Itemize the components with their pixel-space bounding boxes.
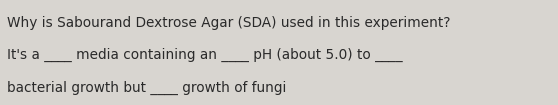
Text: It's a ____ media containing an ____ pH (about 5.0) to ____: It's a ____ media containing an ____ pH … [7,48,403,62]
Text: Why is Sabourand Dextrose Agar (SDA) used in this experiment?: Why is Sabourand Dextrose Agar (SDA) use… [7,16,451,30]
Text: bacterial growth but ____ growth of fungi: bacterial growth but ____ growth of fung… [7,81,287,95]
